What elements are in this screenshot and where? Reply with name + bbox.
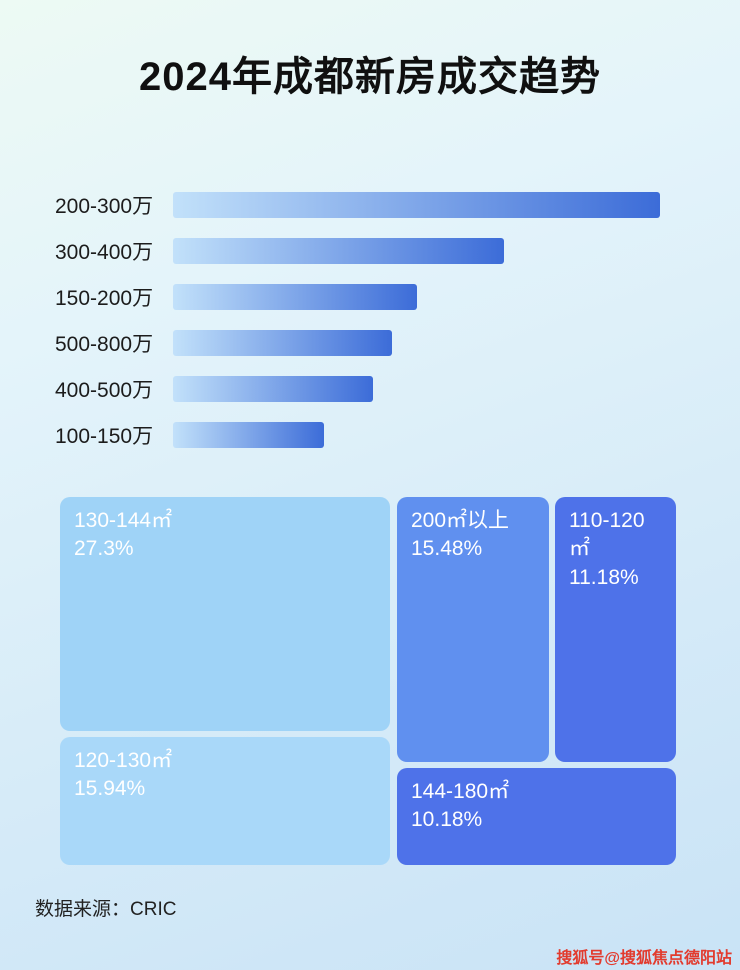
treemap-box-value: 15.94% (74, 777, 146, 801)
treemap-box: 120-130㎡ 15.94% (60, 737, 390, 865)
treemap-box: 144-180㎡ 10.18% (397, 768, 676, 865)
treemap-box-label: 144-180㎡ (411, 780, 510, 803)
bar-row: 400-500万 (55, 366, 660, 412)
bar (173, 376, 373, 402)
bar-row: 150-200万 (55, 274, 660, 320)
bar-track (173, 284, 660, 310)
bar (173, 284, 417, 310)
bar-chart: 200-300万 300-400万 150-200万 500-800万 400-… (55, 182, 660, 458)
bar-label: 500-800万 (55, 333, 154, 356)
treemap-box: 200㎡以上 15.48% (397, 497, 549, 762)
treemap-box: 110-120㎡ 11.18% (555, 497, 676, 762)
bar (173, 238, 505, 264)
bar-track (173, 192, 660, 218)
bar-row: 300-400万 (55, 228, 660, 274)
bar-label: 400-500万 (55, 379, 154, 402)
treemap-box-label: 200㎡以上 (411, 509, 510, 532)
treemap-box-label: 120-130㎡ (74, 749, 173, 772)
bar-label: 100-150万 (55, 425, 154, 448)
watermark: 搜狐号@搜狐焦点德阳站 (556, 950, 732, 967)
treemap-box-value: 10.18% (411, 808, 483, 832)
bar-label: 150-200万 (55, 287, 154, 310)
bar-row: 100-150万 (55, 412, 660, 458)
treemap-box-value: 11.18% (569, 565, 639, 589)
bar-track (173, 376, 660, 402)
bar-label: 200-300万 (55, 195, 154, 218)
bar-track (173, 330, 660, 356)
treemap-box-label: 130-144㎡ (74, 509, 173, 532)
treemap-chart: 130-144㎡ 27.3% 120-130㎡ 15.94% 200㎡以上 15… (60, 497, 676, 868)
treemap-box-value: 15.48% (411, 537, 483, 561)
bar-row: 200-300万 (55, 182, 660, 228)
treemap-box-label: 110-120㎡ (569, 509, 645, 561)
bar-track (173, 238, 660, 264)
bar-row: 500-800万 (55, 320, 660, 366)
treemap-box: 130-144㎡ 27.3% (60, 497, 390, 731)
bar (173, 422, 324, 448)
data-source: 数据来源：CRIC (35, 899, 177, 920)
treemap-box-value: 27.3% (74, 537, 134, 561)
bar-label: 300-400万 (55, 241, 154, 264)
page-title: 2024年成都新房成交趋势 (139, 55, 601, 99)
bar (173, 192, 660, 218)
bar (173, 330, 393, 356)
bar-track (173, 422, 660, 448)
